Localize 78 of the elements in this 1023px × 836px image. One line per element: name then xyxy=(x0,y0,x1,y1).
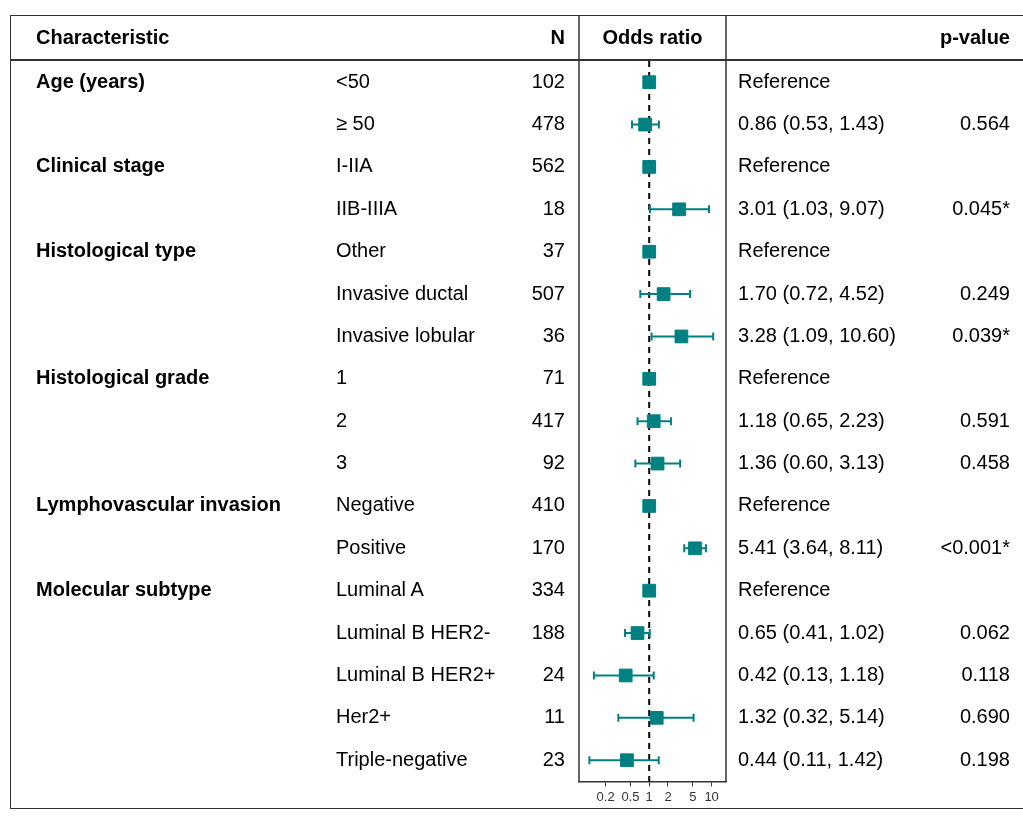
text: 170 xyxy=(531,535,565,558)
text: 1.32 (0.32, 5.14) xyxy=(738,705,885,728)
y-tick-label: 1 xyxy=(336,366,348,389)
text: 478 xyxy=(531,112,565,135)
y-tick-label: I-IIA xyxy=(336,154,374,177)
text: 37 xyxy=(542,239,565,262)
text: 71 xyxy=(542,366,565,389)
text: 0.045* xyxy=(952,196,1011,219)
text: Lymphovascular invasion xyxy=(36,493,281,516)
text: <0.001* xyxy=(940,535,1011,558)
y-tick-label: ≥ 50 xyxy=(336,112,375,135)
text: Reference xyxy=(738,69,831,92)
text: Histological type xyxy=(36,239,197,262)
x-axis-title: Odds ratio xyxy=(602,25,703,48)
text: 0.591 xyxy=(959,408,1010,431)
text: 0.690 xyxy=(959,705,1010,728)
y-tick-label: Triple-negative xyxy=(336,747,468,770)
text: 3.28 (1.09, 10.60) xyxy=(738,323,896,346)
x-tick-label: 10 xyxy=(704,788,719,804)
text: 18 xyxy=(542,196,565,219)
text: 0.44 (0.11, 1.42) xyxy=(738,747,884,770)
text: 5.41 (3.64, 8.11) xyxy=(738,535,884,558)
text: 11 xyxy=(544,705,565,728)
x-tick-label: 5 xyxy=(689,788,697,804)
text: 102 xyxy=(531,69,565,92)
text: 23 xyxy=(542,747,565,770)
text: 0.458 xyxy=(959,451,1010,474)
y-tick-label: Luminal A xyxy=(336,578,425,601)
text: Reference xyxy=(738,493,831,516)
text: 0.86 (0.53, 1.43) xyxy=(738,112,885,135)
text: 188 xyxy=(531,620,565,643)
text: 0.039* xyxy=(952,323,1011,346)
y-tick-label: Her2+ xyxy=(336,705,392,728)
text: 1.70 (0.72, 4.52) xyxy=(738,281,885,304)
text: Reference xyxy=(738,154,831,177)
text: N xyxy=(550,25,565,48)
y-tick-label: Other xyxy=(336,239,387,262)
text: Histological grade xyxy=(36,366,210,389)
text: Reference xyxy=(738,366,831,389)
text: 0.564 xyxy=(959,112,1010,135)
x-tick-label: 0.5 xyxy=(621,788,640,804)
text: 1.18 (0.65, 2.23) xyxy=(738,408,885,431)
text: Reference xyxy=(738,239,831,262)
text: 3.01 (1.03, 9.07) xyxy=(738,196,885,219)
text: 0.42 (0.13, 1.18) xyxy=(738,662,885,685)
y-tick-label: Positive xyxy=(336,535,407,558)
text: 0.249 xyxy=(959,281,1010,304)
text: 334 xyxy=(531,578,565,601)
text: 0.118 xyxy=(961,662,1010,685)
y-tick-label: 3 xyxy=(336,451,348,474)
text: 562 xyxy=(531,154,565,177)
y-tick-label: Luminal B HER2- xyxy=(336,620,491,643)
y-tick-label: Invasive lobular xyxy=(336,323,476,346)
text: 410 xyxy=(531,493,565,516)
x-tick-label: 2 xyxy=(664,788,672,804)
text: 92 xyxy=(542,451,565,474)
text: Clinical stage xyxy=(36,154,165,177)
y-tick-label: IIB-IIIA xyxy=(336,196,398,219)
text: Reference xyxy=(738,578,831,601)
text: p-value xyxy=(939,25,1010,48)
text: 36 xyxy=(542,323,565,346)
y-tick-label: Invasive ductal xyxy=(336,281,469,304)
y-tick-label: Negative xyxy=(336,493,415,516)
y-tick-label: Luminal B HER2+ xyxy=(336,662,496,685)
text: 0.198 xyxy=(959,747,1010,770)
text: 417 xyxy=(531,408,565,431)
text: Characteristic xyxy=(36,25,170,48)
text: 507 xyxy=(531,281,565,304)
text: Molecular subtype xyxy=(36,578,212,601)
x-tick-label: 1 xyxy=(645,788,653,804)
text: 0.062 xyxy=(959,620,1010,643)
x-tick-label: 0.2 xyxy=(596,788,615,804)
text: 24 xyxy=(542,662,565,685)
text: 0.65 (0.41, 1.02) xyxy=(738,620,885,643)
y-tick-label: 2 xyxy=(336,408,348,431)
text: 1.36 (0.60, 3.13) xyxy=(738,451,885,474)
y-tick-label: <50 xyxy=(336,69,370,92)
text: Age (years) xyxy=(36,69,145,92)
